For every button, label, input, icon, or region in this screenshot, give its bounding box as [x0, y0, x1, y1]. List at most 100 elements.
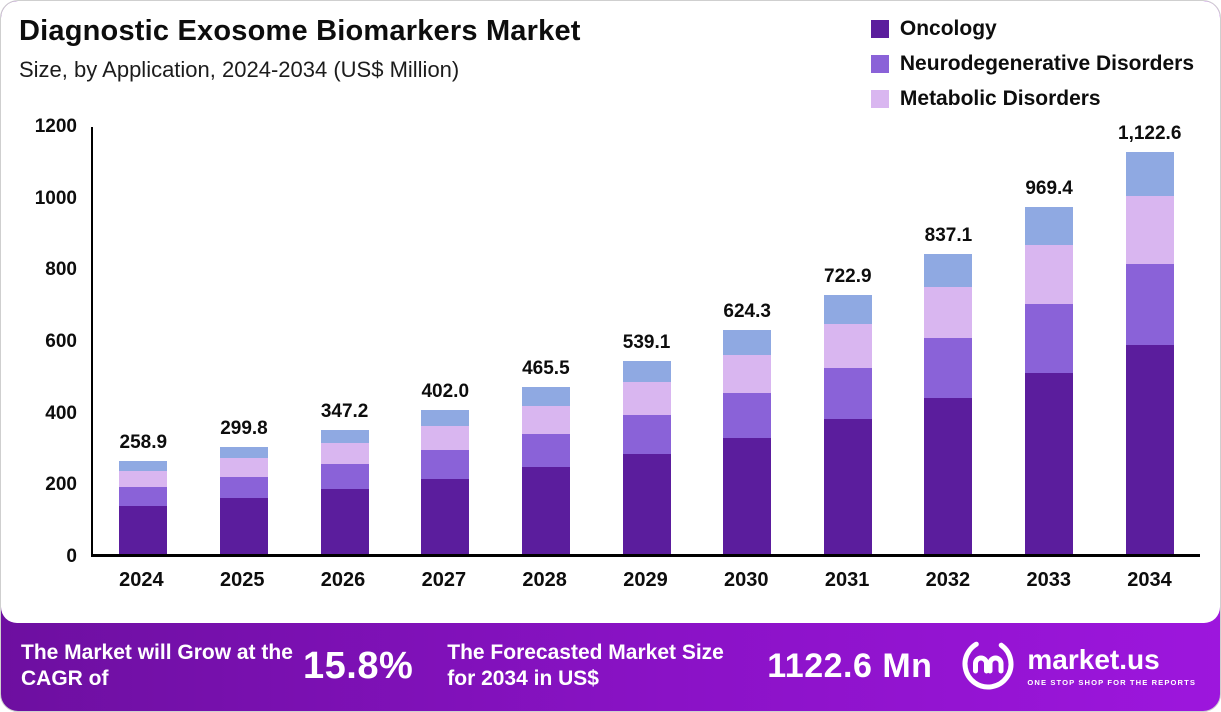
forecast-label: The Forecasted Market Size for 2034 in U… [447, 640, 724, 690]
unlabeled-segment [924, 254, 973, 287]
bar-group: 299.8 [194, 127, 295, 554]
bar-total-label: 258.9 [119, 432, 168, 454]
y-tick-label: 600 [45, 331, 77, 352]
brand-name: market.us [1027, 643, 1160, 675]
legend-swatch [870, 90, 889, 108]
bar-total-label: 1,122.6 [1118, 122, 1182, 144]
legend-item: Metabolic Disorders [870, 87, 1194, 111]
bar-group: 722.9 [797, 127, 898, 554]
stacked-bar [823, 295, 872, 554]
cagr-label: The Market will Grow at the CAGR of [21, 640, 293, 690]
bar-total-label: 465.5 [522, 358, 570, 380]
metabolic-disorders-segment [723, 354, 772, 393]
unlabeled-segment [421, 409, 470, 426]
unlabeled-segment [1025, 206, 1074, 245]
neurodegenerative-disorders-segment [521, 433, 570, 468]
metabolic-disorders-segment [924, 287, 973, 338]
bar-total-label: 299.8 [220, 417, 268, 439]
oncology-segment [823, 419, 872, 554]
bar-group: 465.5 [496, 127, 597, 554]
neurodegenerative-disorders-segment [622, 415, 671, 454]
x-axis-label: 2026 [320, 569, 366, 591]
x-axis-label: 2027 [421, 569, 467, 591]
unlabeled-segment [219, 446, 268, 459]
marketus-logo: market.us ONE STOP SHOP FOR THE REPORTS [961, 637, 1196, 696]
oncology-segment [521, 467, 570, 554]
brand-text: market.us ONE STOP SHOP FOR THE REPORTS [1027, 643, 1196, 687]
bar-group: 969.4 [999, 127, 1100, 554]
bar-total-label: 624.3 [723, 301, 771, 323]
neurodegenerative-disorders-segment [823, 367, 872, 420]
stacked-bar [521, 387, 570, 554]
neurodegenerative-disorders-segment [1125, 264, 1174, 345]
metabolic-disorders-segment [622, 382, 671, 416]
unlabeled-segment [823, 295, 872, 324]
stacked-bar [622, 360, 671, 554]
brand-tagline: ONE STOP SHOP FOR THE REPORTS [1027, 677, 1196, 687]
x-axis-label: 2028 [522, 569, 567, 591]
oncology-segment [119, 505, 168, 554]
y-axis: 0 200 400 600 800 1000 1200 [19, 117, 91, 567]
y-tick-label: 1000 [34, 187, 77, 209]
bar-group: 624.3 [697, 127, 798, 554]
unlabeled-segment [119, 461, 168, 472]
oncology-segment [320, 489, 369, 554]
x-axis-label: 2033 [1026, 569, 1071, 591]
oncology-segment [622, 453, 671, 554]
unlabeled-segment [1125, 151, 1174, 197]
marketus-logo-icon [961, 637, 1015, 696]
oncology-segment [421, 479, 470, 554]
legend-label: Oncology [899, 17, 997, 40]
chart-title: Diagnostic Exosome Biomarkers Market [19, 15, 581, 47]
stacked-bar-chart: 0 200 400 600 800 1000 1200 258.9 299.8 347.2 402… [19, 117, 1200, 592]
stacked-bar [924, 254, 973, 554]
legend-label: Neurodegenerative Disorders [899, 52, 1194, 75]
stacked-bar [421, 409, 470, 554]
oncology-segment [924, 398, 973, 554]
x-axis-label: 2029 [623, 569, 668, 591]
chart-panel: Diagnostic Exosome Biomarkers Market Siz… [1, 1, 1220, 623]
legend-item: Oncology [870, 17, 1194, 41]
bar-group: 258.9 [93, 127, 194, 554]
neurodegenerative-disorders-segment [219, 476, 268, 499]
x-axis-label: 2025 [219, 569, 265, 591]
stacked-bar [119, 461, 168, 554]
y-tick-label: 200 [45, 474, 77, 496]
neurodegenerative-disorders-segment [723, 392, 772, 438]
legend-label: Metabolic Disorders [899, 87, 1101, 110]
neurodegenerative-disorders-segment [320, 464, 369, 490]
y-tick-label: 0 [66, 546, 77, 567]
y-tick-label: 800 [45, 259, 77, 281]
bar-total-label: 837.1 [924, 225, 973, 246]
bar-group: 837.1 [898, 127, 999, 554]
legend-swatch [870, 20, 889, 38]
x-axis-label: 2034 [1127, 569, 1172, 591]
metabolic-disorders-segment [421, 425, 470, 451]
metabolic-disorders-segment [219, 458, 268, 477]
oncology-segment [1025, 373, 1074, 554]
title-block: Diagnostic Exosome Biomarkers Market Siz… [19, 15, 581, 83]
plot-column: 258.9 299.8 347.2 402.0 465.5 539.1 624.3 722.9… [91, 123, 1200, 592]
legend-item: Neurodegenerative Disorders [870, 52, 1194, 76]
stacked-bar [1025, 206, 1074, 554]
legend-swatch [870, 55, 889, 73]
oncology-segment [1125, 344, 1174, 554]
bar-total-label: 347.2 [320, 400, 369, 422]
oncology-segment [723, 437, 772, 554]
metabolic-disorders-segment [320, 443, 369, 465]
neurodegenerative-disorders-segment [421, 450, 470, 480]
neurodegenerative-disorders-segment [1025, 303, 1074, 374]
y-tick-label: 1200 [34, 116, 77, 137]
y-tick-label: 400 [45, 402, 77, 424]
bar-total-label: 402.0 [421, 380, 470, 402]
bar-group: 539.1 [596, 127, 697, 554]
unlabeled-segment [521, 387, 570, 406]
x-axis-label: 2032 [925, 569, 971, 591]
bar-group: 402.0 [395, 127, 496, 554]
chart-subtitle: Size, by Application, 2024-2034 (US$ Mil… [19, 57, 460, 82]
unlabeled-segment [320, 429, 369, 444]
cagr-value: 15.8% [303, 644, 414, 687]
metabolic-disorders-segment [823, 323, 872, 368]
metabolic-disorders-segment [119, 471, 168, 488]
